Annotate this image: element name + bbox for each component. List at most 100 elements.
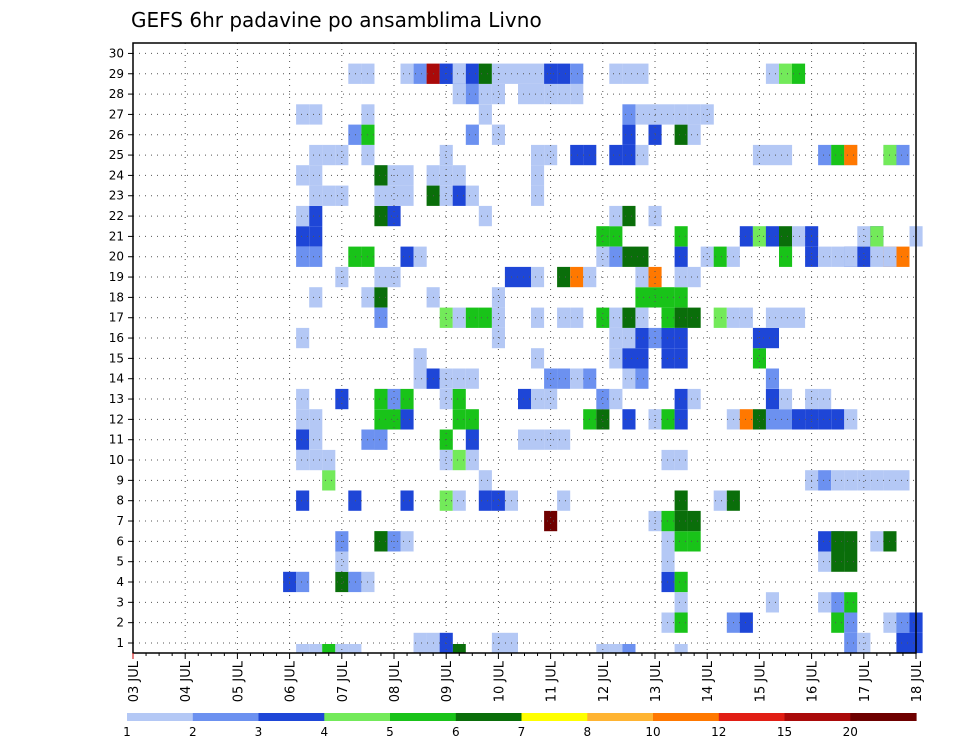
y-tick-label: 5 — [116, 555, 124, 569]
heatmap-cell — [831, 551, 845, 572]
heatmap-cell — [752, 226, 766, 247]
heatmap-cell — [491, 124, 505, 145]
y-tick-label: 15 — [109, 351, 124, 365]
y-tick-label: 23 — [109, 189, 124, 203]
heatmap-cell — [465, 185, 479, 206]
colorbar-label: 4 — [320, 725, 328, 739]
heatmap-cell — [296, 644, 310, 653]
heatmap-cell — [635, 144, 649, 166]
heatmap-cell — [674, 287, 688, 308]
heatmap-cell — [661, 307, 675, 328]
heatmap-cell — [818, 246, 832, 267]
colorbar-swatch — [455, 713, 523, 721]
heatmap-cell — [635, 266, 649, 288]
heatmap-cell — [831, 409, 845, 430]
heatmap-cell — [374, 388, 388, 410]
heatmap-cell — [765, 63, 779, 84]
heatmap-cell — [844, 531, 858, 552]
heatmap-cell — [478, 83, 492, 105]
heatmap-cell — [870, 531, 884, 552]
heatmap-cell — [309, 429, 323, 450]
heatmap-cell — [518, 63, 532, 84]
heatmap-cell — [609, 205, 623, 227]
heatmap-cell — [687, 266, 701, 288]
heatmap-cell — [335, 551, 349, 572]
heatmap-cell — [439, 185, 453, 206]
heatmap-cell — [596, 226, 610, 247]
plot-frame — [132, 42, 917, 654]
heatmap-cell — [779, 246, 793, 267]
heatmap-cell — [674, 571, 688, 593]
heatmap-cell — [622, 409, 636, 430]
heatmap-cell — [544, 368, 558, 389]
heatmap-cell — [857, 226, 871, 247]
heatmap-cell — [544, 388, 558, 410]
heatmap-cell — [322, 185, 336, 206]
heatmap-cell — [674, 531, 688, 552]
heatmap-cell — [896, 612, 910, 633]
heatmap-cell — [596, 409, 610, 430]
colorbar-label: 5 — [386, 725, 394, 739]
colorbar-label: 7 — [518, 725, 526, 739]
heatmap-cell — [661, 531, 675, 552]
heatmap-cell — [870, 246, 884, 267]
heatmap-cell — [687, 124, 701, 145]
heatmap-cell — [531, 266, 545, 288]
heatmap-cell — [831, 246, 845, 267]
heatmap-cell — [844, 612, 858, 633]
heatmap-cell — [465, 429, 479, 450]
heatmap-cell — [818, 592, 832, 613]
y-tick-label: 22 — [109, 209, 124, 223]
heatmap-cell — [374, 429, 388, 450]
x-tick-label: 04 JUL — [179, 660, 194, 702]
heatmap-cell — [622, 307, 636, 328]
heatmap-cell — [674, 124, 688, 145]
heatmap-cell — [661, 449, 675, 471]
heatmap-cell — [557, 368, 571, 389]
heatmap-cell — [570, 368, 584, 389]
heatmap-cell — [739, 226, 753, 247]
heatmap-cell — [700, 104, 714, 125]
heatmap-cell — [739, 409, 753, 430]
heatmap-cell — [661, 104, 675, 125]
colorbar-swatch — [258, 713, 325, 721]
heatmap-cell — [661, 348, 675, 369]
heatmap-cell — [779, 409, 793, 430]
heatmap-cell — [844, 409, 858, 430]
heatmap-cell — [831, 531, 845, 552]
y-tick-label: 14 — [109, 372, 124, 386]
heatmap-cell — [622, 104, 636, 125]
y-tick-label: 6 — [116, 534, 124, 548]
heatmap-cell — [661, 510, 675, 532]
heatmap-cell — [661, 409, 675, 430]
heatmap-cell — [844, 592, 858, 613]
heatmap-cell — [544, 144, 558, 166]
heatmap-cell — [557, 307, 571, 328]
colorbar-label: 20 — [843, 725, 858, 739]
heatmap-cell — [335, 571, 349, 593]
heatmap-cell — [752, 327, 766, 349]
colorbar-swatch — [324, 713, 391, 721]
x-tick-label: 12 JUL — [597, 660, 612, 702]
heatmap-cell — [609, 307, 623, 328]
heatmap-cell — [844, 632, 858, 654]
heatmap-cell — [609, 226, 623, 247]
heatmap-cell — [400, 63, 414, 84]
heatmap-cell — [752, 348, 766, 369]
x-tick-label: 03 JUL — [127, 660, 142, 702]
y-axis: 1234567891011121314151617181920212223242… — [109, 46, 133, 650]
x-tick-label: 14 JUL — [701, 660, 716, 702]
colorbar-swatch — [587, 713, 654, 721]
heatmap-cell — [570, 307, 584, 328]
heatmap-cell — [335, 644, 349, 653]
heatmap-cell — [374, 287, 388, 308]
heatmap-cell — [609, 63, 623, 84]
heatmap-cell — [309, 205, 323, 227]
y-tick-label: 13 — [109, 392, 124, 406]
heatmap-cell — [609, 388, 623, 410]
heatmap-cell — [531, 348, 545, 369]
heatmap-cell — [713, 490, 727, 511]
heatmap-cell — [674, 327, 688, 349]
heatmap-cell — [779, 63, 793, 84]
heatmap-cell — [635, 307, 649, 328]
